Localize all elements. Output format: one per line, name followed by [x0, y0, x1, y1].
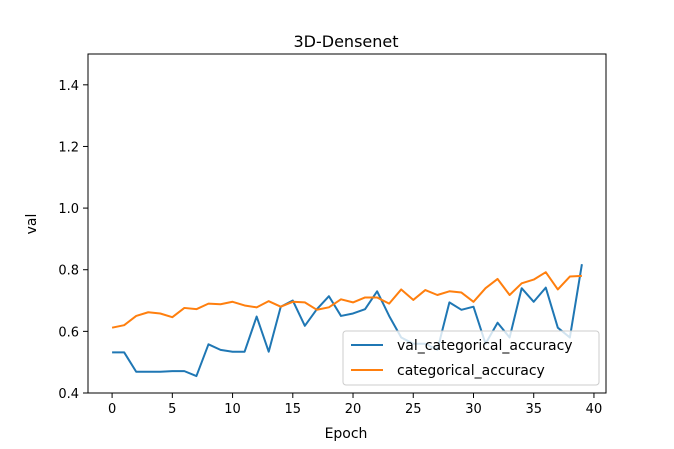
y-axis: 0.4 0.6 0.8 1.0 1.2 1.4 — [58, 79, 88, 402]
y-tick-label: 0.8 — [58, 264, 79, 279]
legend: val_categorical_accuracy categorical_acc… — [342, 330, 600, 386]
x-tick-label: 40 — [586, 402, 603, 417]
legend-label-categorical-accuracy: categorical_accuracy — [397, 363, 545, 379]
legend-label-val-categorical-accuracy: val_categorical_accuracy — [397, 338, 573, 354]
y-tick-label: 1.2 — [58, 140, 79, 155]
x-tick-label: 0 — [108, 402, 116, 417]
y-axis-label: val — [24, 214, 40, 235]
x-tick-label: 5 — [168, 402, 176, 417]
x-axis: 0 5 10 15 20 25 30 35 40 — [108, 393, 602, 417]
x-tick-label: 25 — [405, 402, 422, 417]
x-tick-label: 30 — [465, 402, 482, 417]
legend-box — [342, 330, 600, 386]
chart-title: 3D-Densenet — [293, 32, 398, 51]
x-tick-label: 20 — [345, 402, 362, 417]
y-tick-label: 1.0 — [58, 202, 79, 217]
x-axis-label: Epoch — [325, 426, 368, 442]
series-line-categorical-accuracy — [111, 271, 582, 329]
y-tick-label: 0.6 — [58, 325, 79, 340]
series-layer — [111, 264, 583, 378]
x-tick-label: 35 — [525, 402, 542, 417]
plot-area-frame — [87, 53, 607, 394]
series-line-val-categorical-accuracy — [112, 264, 583, 378]
y-tick-label: 0.4 — [58, 387, 79, 402]
y-tick-label: 1.4 — [58, 79, 79, 94]
x-tick-label: 15 — [285, 402, 302, 417]
x-tick-label: 10 — [224, 402, 241, 417]
